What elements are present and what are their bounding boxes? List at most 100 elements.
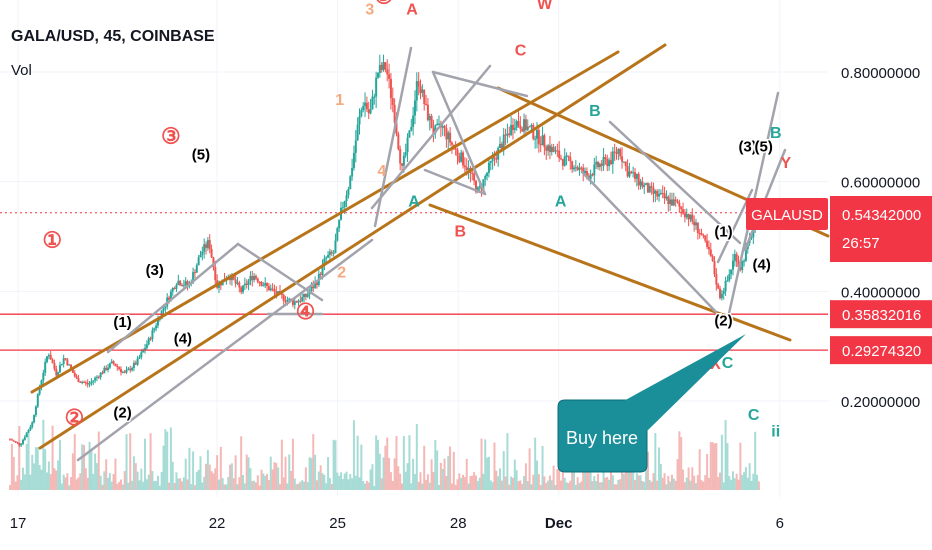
candle-body <box>247 280 250 285</box>
x-tick-label: 17 <box>10 515 27 532</box>
candle-body <box>64 358 67 360</box>
volume-bar <box>9 485 12 490</box>
volume-bar <box>168 482 171 490</box>
volume-bar <box>450 483 453 490</box>
volume-bar <box>240 436 243 490</box>
volume-bar <box>147 474 150 490</box>
volume-bar <box>739 442 742 490</box>
volume-bar <box>569 480 572 490</box>
candle-body <box>338 219 341 229</box>
volume-bar <box>10 443 13 490</box>
candle-body <box>719 288 722 299</box>
candle-body <box>210 248 213 258</box>
volume-bar <box>628 469 631 490</box>
volume-bar <box>243 483 246 490</box>
volume-bar <box>449 446 452 490</box>
volume-bar <box>602 467 605 490</box>
volume-bar <box>118 481 121 490</box>
volume-bar <box>484 439 487 490</box>
volume-bar <box>55 470 58 490</box>
volume-bar <box>754 431 757 490</box>
candle-body <box>556 150 559 152</box>
volume-bar <box>471 475 474 490</box>
volume-bar <box>158 485 161 490</box>
candle-body <box>574 167 577 169</box>
trend-line-orange <box>428 203 792 342</box>
volume-bar <box>101 484 104 490</box>
wave-label: B <box>589 103 601 120</box>
volume-bar <box>352 420 355 490</box>
volume-bar <box>386 437 389 490</box>
candle-body <box>693 221 696 226</box>
candle-body <box>306 294 309 297</box>
volume-bar <box>633 480 636 490</box>
candle-body <box>57 372 60 376</box>
volume-bar <box>360 444 363 490</box>
volume-bar <box>145 479 148 490</box>
candle-body <box>192 272 195 283</box>
candle-body <box>731 260 734 270</box>
volume-indicator-label[interactable]: Vol <box>11 62 32 79</box>
volume-bar <box>40 469 43 490</box>
candle-body <box>537 129 540 145</box>
volume-bar <box>103 471 106 490</box>
y-tick-label: 0.40000000 <box>841 284 920 301</box>
volume-bar <box>160 472 163 490</box>
trend-line-grey <box>373 46 413 228</box>
candle-body <box>402 155 405 166</box>
volume-bar <box>447 456 450 490</box>
trend-line-orange <box>38 43 667 450</box>
candle-body <box>144 348 147 351</box>
candle-body <box>136 358 139 365</box>
candle-body <box>430 116 433 129</box>
candles <box>9 54 760 447</box>
wave-label: C <box>722 355 734 372</box>
candle-body <box>33 414 36 423</box>
volume-bar <box>683 482 686 490</box>
volume-bar <box>92 473 95 490</box>
volume-bar <box>656 480 659 490</box>
wave-label: (4) <box>174 330 192 347</box>
volume-bar <box>613 484 616 490</box>
volume-bar <box>44 449 47 490</box>
volume-bar <box>51 425 54 490</box>
candle-body <box>609 160 612 165</box>
volume-bar <box>64 477 67 490</box>
volume-bar <box>29 474 32 490</box>
candle-body <box>140 352 143 358</box>
volume-bar <box>558 461 561 490</box>
volume-bar <box>164 429 167 490</box>
volume-bar <box>249 468 252 490</box>
volume-bar <box>151 471 154 490</box>
volume-bar <box>728 476 731 490</box>
candle-body <box>565 155 568 157</box>
candle-body <box>271 288 274 290</box>
candle-body <box>373 96 376 98</box>
x-tick-label: 25 <box>329 515 346 532</box>
candle-body <box>635 173 638 179</box>
candle-body <box>486 172 489 177</box>
volume-bar <box>18 426 21 490</box>
volume-bar <box>669 481 672 490</box>
candle-body <box>88 383 91 385</box>
volume-bar <box>195 471 198 490</box>
candle-body <box>515 121 518 128</box>
candle-body <box>585 170 588 177</box>
volume-bar <box>700 480 703 490</box>
candle-body <box>499 143 502 148</box>
candle-body <box>388 74 391 79</box>
volume-bar <box>637 475 640 490</box>
volume-bar <box>473 472 476 490</box>
candle-body <box>478 186 481 188</box>
volume-bar <box>254 482 257 490</box>
volume-bar <box>571 471 574 490</box>
volume-bar <box>560 480 563 490</box>
candle-body <box>462 152 465 166</box>
volume-bar <box>563 477 566 490</box>
candle-body <box>722 291 725 294</box>
wave-label: (5) <box>755 139 773 156</box>
candle-body <box>643 184 646 187</box>
volume-bar <box>88 441 91 490</box>
